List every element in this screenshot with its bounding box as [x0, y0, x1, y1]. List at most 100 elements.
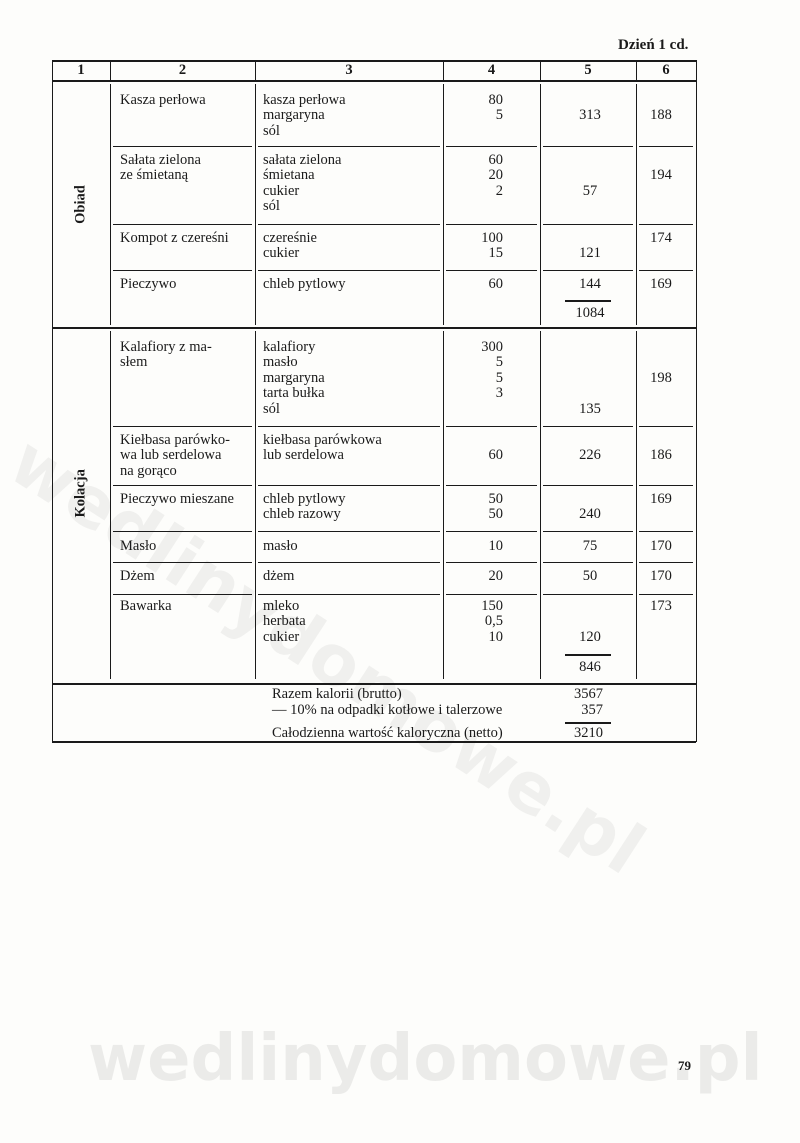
meal-label: Obiad: [72, 185, 89, 224]
row-rule: [446, 531, 537, 533]
grams: 60: [488, 276, 504, 292]
row-rule: [113, 594, 252, 596]
ingredient: cukier: [263, 245, 300, 262]
row-rule: [113, 146, 252, 148]
grams: 80: [488, 92, 504, 108]
grams: 300: [481, 339, 503, 355]
dish-name: Masło: [120, 538, 157, 554]
ingredient: mleko: [263, 598, 300, 614]
grams: 10: [488, 538, 504, 554]
ingredient: sól: [263, 198, 280, 215]
page-header: Dzień 1 cd.: [618, 37, 689, 53]
row-rule: [639, 270, 693, 272]
kcal: 313: [579, 107, 601, 124]
grams: 0,5: [484, 613, 503, 630]
grams: 100: [481, 230, 503, 246]
dish-name: wa lub serdelowa: [120, 447, 222, 464]
ingredient: cukier: [263, 182, 300, 199]
dish-name: Kompot z czereśni: [120, 230, 229, 246]
column-rule: [110, 331, 112, 679]
row-rule: [258, 270, 440, 272]
row-rule: [639, 485, 693, 487]
row-rule: [113, 485, 252, 487]
column-header: 5: [584, 62, 592, 78]
column-6-value: 173: [650, 598, 672, 614]
row-rule: [543, 224, 633, 226]
column-rule: [443, 331, 445, 679]
column-6-value: 198: [650, 369, 672, 386]
column-rule: [636, 84, 638, 325]
sum-rule: [565, 722, 611, 724]
dish-name: na gorąco: [120, 462, 177, 479]
ingredient: śmietana: [263, 167, 315, 184]
column-rule: [443, 60, 445, 80]
row-rule: [113, 224, 252, 226]
column-6-value: 174: [650, 230, 672, 246]
ingredient: kiełbasa parówkowa: [263, 432, 382, 448]
grams: 60: [488, 447, 504, 464]
row-rule: [543, 531, 633, 533]
subtotal: 1084: [575, 305, 605, 321]
ingredient: cukier: [263, 628, 300, 645]
ingredient: kalafiory: [263, 339, 316, 355]
summary-value: 357: [581, 702, 603, 718]
ingredient: masło: [263, 354, 298, 371]
column-header: 4: [487, 62, 496, 78]
ingredient: kasza perłowa: [263, 92, 346, 108]
ingredient: dżem: [263, 568, 295, 584]
column-6-value: 170: [650, 538, 672, 554]
row-rule: [258, 531, 440, 533]
dish-name: Sałata zielona: [120, 152, 201, 168]
row-rule: [446, 485, 537, 487]
dish-name: Pieczywo: [120, 276, 177, 292]
dish-name: Pieczywo mieszane: [120, 491, 234, 507]
kcal: 135: [579, 400, 601, 417]
column-6-value: 169: [650, 276, 672, 292]
row-rule: [543, 594, 633, 596]
table-bottom-rule: [52, 741, 696, 744]
sum-rule: [565, 654, 611, 656]
row-rule: [113, 531, 252, 533]
ingredient: sól: [263, 400, 280, 417]
column-6-value: 188: [650, 107, 672, 124]
column-rule: [110, 60, 112, 80]
column-header: 3: [345, 62, 353, 78]
dish-name: Bawarka: [120, 598, 172, 614]
summary-label: — 10% na odpadki kotłowe i talerzowe: [272, 702, 503, 718]
kcal: 120: [579, 628, 601, 645]
kcal: 226: [579, 447, 601, 464]
dish-name: słem: [120, 354, 148, 371]
column-rule: [636, 60, 638, 80]
grams: 10: [488, 628, 504, 645]
grams: 3: [495, 385, 503, 402]
ingredient: chleb pytlowy: [263, 276, 346, 292]
row-rule: [446, 426, 537, 428]
kcal: 240: [579, 506, 601, 523]
row-rule: [446, 270, 537, 272]
summary-label: Razem kalorii (brutto): [272, 686, 402, 702]
row-rule: [543, 270, 633, 272]
column-rule: [255, 60, 257, 80]
ingredient: margaryna: [263, 369, 325, 386]
kcal: 50: [582, 568, 598, 584]
ingredient: czereśnie: [263, 230, 317, 246]
dish-name: Kalafiory z ma-: [120, 339, 212, 355]
column-header: 1: [77, 62, 85, 78]
row-rule: [446, 224, 537, 226]
column-header: 6: [662, 62, 670, 78]
column-rule: [255, 331, 257, 679]
row-rule: [639, 562, 693, 564]
row-rule: [258, 485, 440, 487]
dish-name: Kiełbasa parówko-: [120, 432, 230, 448]
column-6-value: 186: [650, 447, 672, 464]
kcal: 57: [582, 182, 598, 199]
column-header: 2: [178, 62, 187, 78]
grams: 50: [488, 506, 504, 523]
summary-value: 3210: [574, 725, 603, 741]
grams: 150: [481, 598, 503, 614]
row-rule: [446, 594, 537, 596]
ingredient: masło: [263, 538, 298, 554]
row-rule: [258, 224, 440, 226]
row-rule: [543, 562, 633, 564]
dish-name: Dżem: [120, 568, 155, 584]
